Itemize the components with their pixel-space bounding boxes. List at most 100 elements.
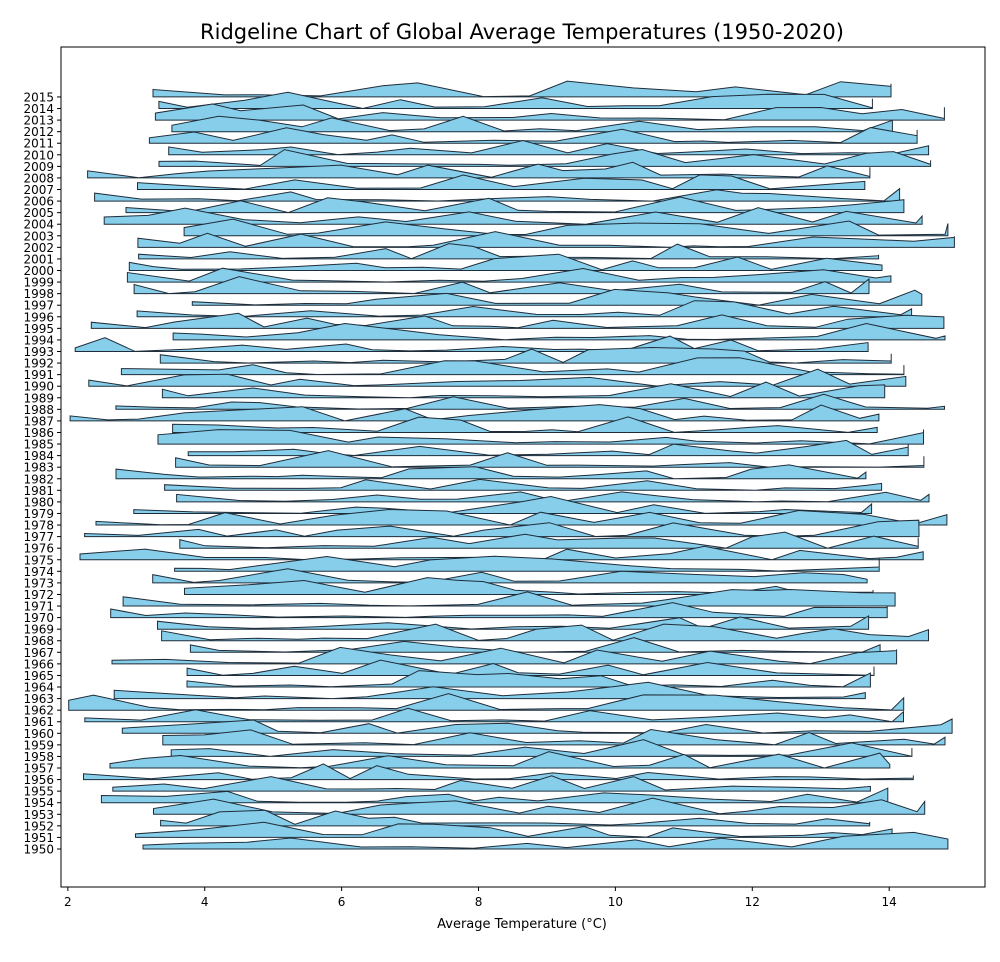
- y-tick-label: 2002: [23, 241, 54, 255]
- ridge-1973: [152, 568, 868, 584]
- x-tick-label: 12: [745, 895, 760, 909]
- ridge-2006: [94, 187, 901, 202]
- ridge-1962: [68, 693, 905, 711]
- ridge-1990: [88, 368, 907, 387]
- y-tick-label: 2015: [23, 90, 54, 104]
- y-tick-label: 1958: [23, 750, 54, 764]
- ridge-2012: [171, 115, 893, 133]
- y-tick-label: 2007: [23, 183, 54, 197]
- y-tick-label: 1952: [23, 819, 54, 833]
- ridge-1980: [176, 491, 930, 503]
- y-tick-label: 1975: [23, 553, 54, 567]
- y-tick-label: 1964: [23, 681, 54, 695]
- y-tick-label: 1984: [23, 449, 54, 463]
- y-tick-label: 1980: [23, 495, 54, 509]
- ridge-1982: [115, 464, 867, 480]
- ridge-2011: [148, 126, 918, 144]
- y-tick-label: 1956: [23, 773, 54, 787]
- y-tick-label: 1983: [23, 461, 54, 475]
- chart-title: Ridgeline Chart of Global Average Temper…: [200, 20, 844, 44]
- y-tick-label: 1994: [23, 333, 54, 347]
- ridge-1991: [120, 357, 905, 376]
- ridge-1988: [115, 393, 945, 410]
- ridge-1966: [111, 646, 898, 665]
- y-tick-label: 2000: [23, 264, 54, 278]
- y-tick-label: 1962: [23, 704, 54, 718]
- x-tick-label: 4: [201, 895, 209, 909]
- x-tick-label: 6: [338, 895, 346, 909]
- ridge-2003: [183, 218, 949, 237]
- y-tick-label: 1982: [23, 472, 54, 486]
- ridge-1983: [175, 450, 925, 468]
- y-tick-label: 1993: [23, 345, 54, 359]
- ridge-2009: [158, 148, 932, 167]
- ridge-1967: [189, 637, 881, 653]
- ridge-1968: [161, 623, 929, 642]
- x-axis: 2 4 6 8 10 12 14: [64, 887, 897, 909]
- ridge-1984: [187, 439, 909, 457]
- y-tick-label: 1997: [23, 299, 54, 313]
- x-tick-label: 8: [475, 895, 483, 909]
- ridge-1985: [157, 429, 924, 445]
- y-tick-label: 2010: [23, 148, 54, 162]
- y-tick-label: 1979: [23, 507, 54, 521]
- y-tick-label: 1985: [23, 438, 54, 452]
- y-tick-label: 1981: [23, 484, 54, 498]
- ridge-1971: [122, 588, 896, 607]
- ridge-1997: [191, 288, 923, 306]
- y-tick-label: 2012: [23, 125, 54, 139]
- ridge-2015: [152, 80, 892, 98]
- ridge-1959: [162, 728, 946, 746]
- y-tick-label: 2011: [23, 137, 54, 151]
- y-tick-label: 2005: [23, 206, 54, 220]
- y-tick-label: 1990: [23, 380, 54, 394]
- x-axis-label: Average Temperature (°C): [437, 917, 607, 932]
- ridge-2002: [137, 231, 955, 248]
- ridge-1960: [121, 718, 953, 734]
- y-tick-label: 1986: [23, 426, 54, 440]
- y-tick-label: 1992: [23, 357, 54, 371]
- y-tick-label: 2001: [23, 252, 54, 266]
- y-tick-label: 1961: [23, 715, 54, 729]
- x-tick-label: 2: [64, 895, 72, 909]
- y-tick-label: 1954: [23, 796, 54, 810]
- ridge-1979: [133, 495, 873, 514]
- ridge-1950: [142, 831, 949, 850]
- ridges-layer: [68, 80, 955, 850]
- y-tick-label: 1995: [23, 322, 54, 336]
- ridge-2007: [137, 174, 866, 190]
- y-tick-label: 1991: [23, 368, 54, 382]
- y-tick-label: 1967: [23, 646, 54, 660]
- y-tick-label: 1987: [23, 414, 54, 428]
- ridge-1974: [174, 555, 880, 572]
- ridge-1952: [160, 809, 871, 827]
- y-tick-label: 1970: [23, 611, 54, 625]
- ridge-1994: [172, 322, 946, 341]
- ridge-1998: [133, 276, 870, 295]
- y-tick-label: 1972: [23, 588, 54, 602]
- y-tick-label: 2006: [23, 195, 54, 209]
- y-tick-label: 1957: [23, 762, 54, 776]
- y-tick-label: 1977: [23, 530, 54, 544]
- ridge-1961: [84, 707, 904, 723]
- y-tick-label: 1959: [23, 738, 54, 752]
- ridge-1951: [135, 821, 893, 838]
- ridge-1955: [112, 775, 871, 792]
- y-tick-label: 1996: [23, 310, 54, 324]
- y-tick-label: 2004: [23, 218, 54, 232]
- ridge-1976: [179, 531, 919, 549]
- y-tick-label: 1950: [23, 843, 54, 857]
- ridge-1977: [84, 519, 920, 538]
- ridge-1958: [170, 739, 913, 758]
- ridge-1996: [136, 300, 913, 318]
- y-tick-label: 1973: [23, 576, 54, 590]
- ridge-1975: [79, 545, 924, 561]
- y-tick-label: 1976: [23, 542, 54, 556]
- y-tick-label: 1966: [23, 657, 54, 671]
- y-tick-label: 1989: [23, 391, 54, 405]
- y-axis: 1950195119521953195419551956195719581959…: [23, 90, 61, 857]
- ridge-2005: [125, 196, 905, 214]
- ridge-1987: [69, 404, 880, 422]
